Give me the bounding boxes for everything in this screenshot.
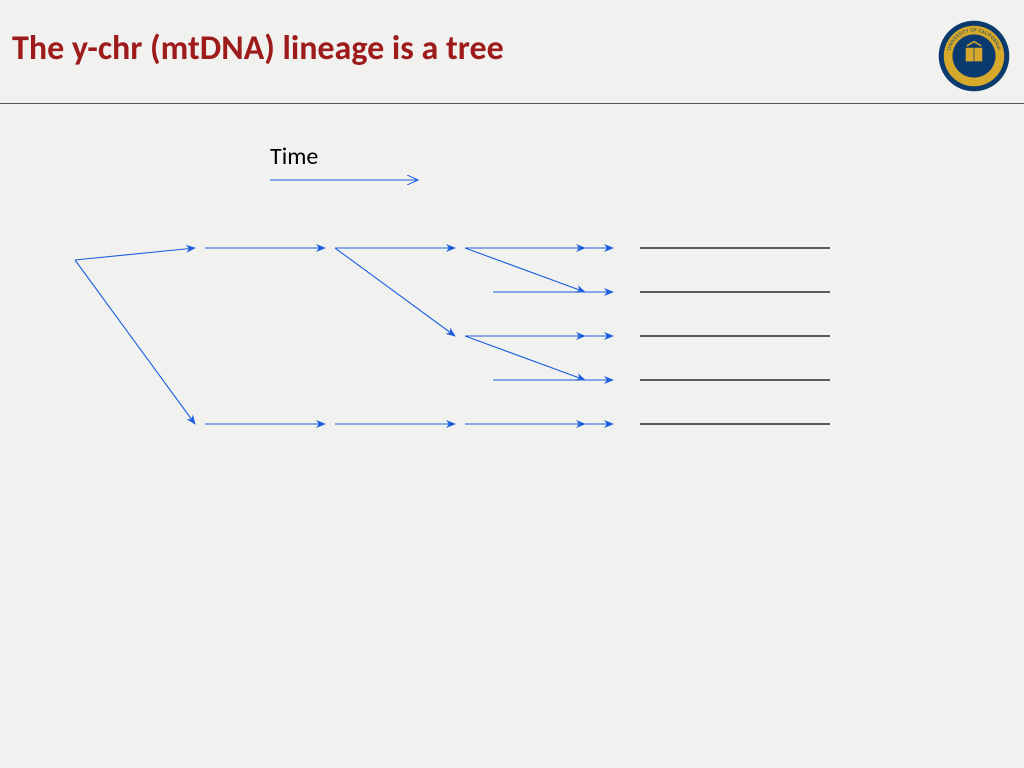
tree-arrows (75, 248, 613, 424)
lineage-lines (640, 248, 830, 424)
slide: The y-chr (mtDNA) lineage is a tree Time… (0, 0, 1024, 768)
ucsd-seal-icon: UNIVERSITY OF CALIFORNIA SAN DIEGO (938, 20, 1010, 92)
lineage-tree-diagram (0, 0, 1024, 768)
